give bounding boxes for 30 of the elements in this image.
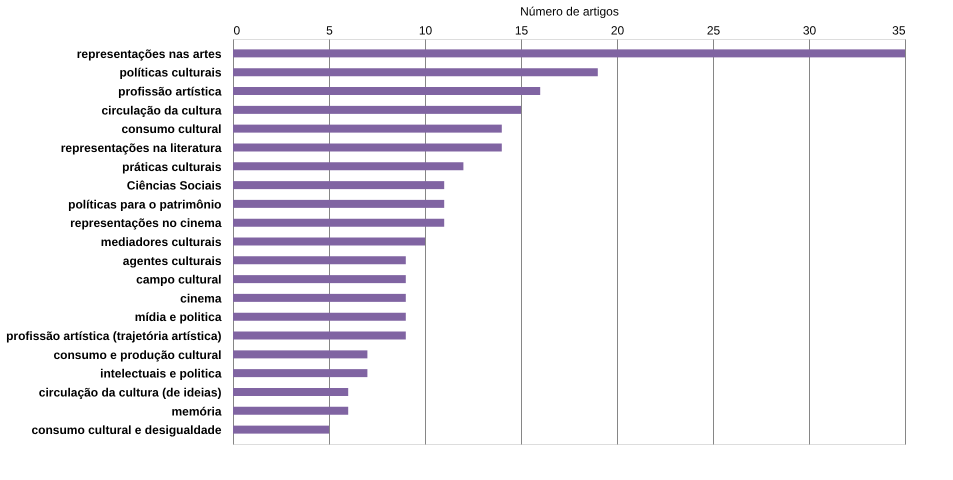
- y-tick-label: Ciências Sociais: [126, 178, 222, 193]
- y-tick-label: cinema: [180, 291, 222, 306]
- y-tick-label: memória: [171, 404, 222, 418]
- y-tick-label: representações nas artes: [76, 46, 222, 61]
- x-tick-label: 10: [418, 24, 432, 38]
- y-tick-label: consumo cultural e desigualdade: [31, 423, 222, 438]
- y-tick-label: práticas culturais: [122, 160, 222, 174]
- x-tick-label: 15: [514, 24, 528, 38]
- y-tick-label: mediadores culturais: [100, 235, 222, 249]
- y-tick-label: consumo e produção cultural: [53, 348, 222, 362]
- y-tick-label: representações na literatura: [60, 140, 222, 155]
- y-tick-label: políticas para o patrimônio: [68, 197, 222, 212]
- y-tick-label: representações no cinema: [70, 216, 222, 230]
- y-tick-label: profissão artística: [118, 84, 222, 99]
- y-tick-label: circulação da cultura (de ideias): [38, 385, 222, 400]
- x-tick-label: 30: [802, 24, 816, 38]
- x-tick-label: 20: [610, 24, 624, 38]
- y-tick-label: profissão artística (trajetória artística): [6, 329, 222, 344]
- y-tick-label: circulação da cultura: [101, 103, 222, 118]
- y-tick-label: consumo cultural: [121, 122, 222, 136]
- y-tick-label: políticas culturais: [119, 66, 222, 80]
- x-axis-title: Número de artigos: [520, 4, 619, 18]
- x-tick-label: 35: [892, 24, 906, 38]
- x-tick-label: 0: [234, 24, 240, 38]
- x-tick-label: 25: [706, 24, 720, 38]
- y-tick-label: agentes culturais: [122, 254, 222, 268]
- y-tick-label: intelectuais e politica: [100, 366, 222, 381]
- y-tick-label: mídia e politica: [134, 310, 222, 324]
- y-tick-label: campo cultural: [136, 272, 222, 287]
- x-tick-label: 5: [326, 24, 334, 38]
